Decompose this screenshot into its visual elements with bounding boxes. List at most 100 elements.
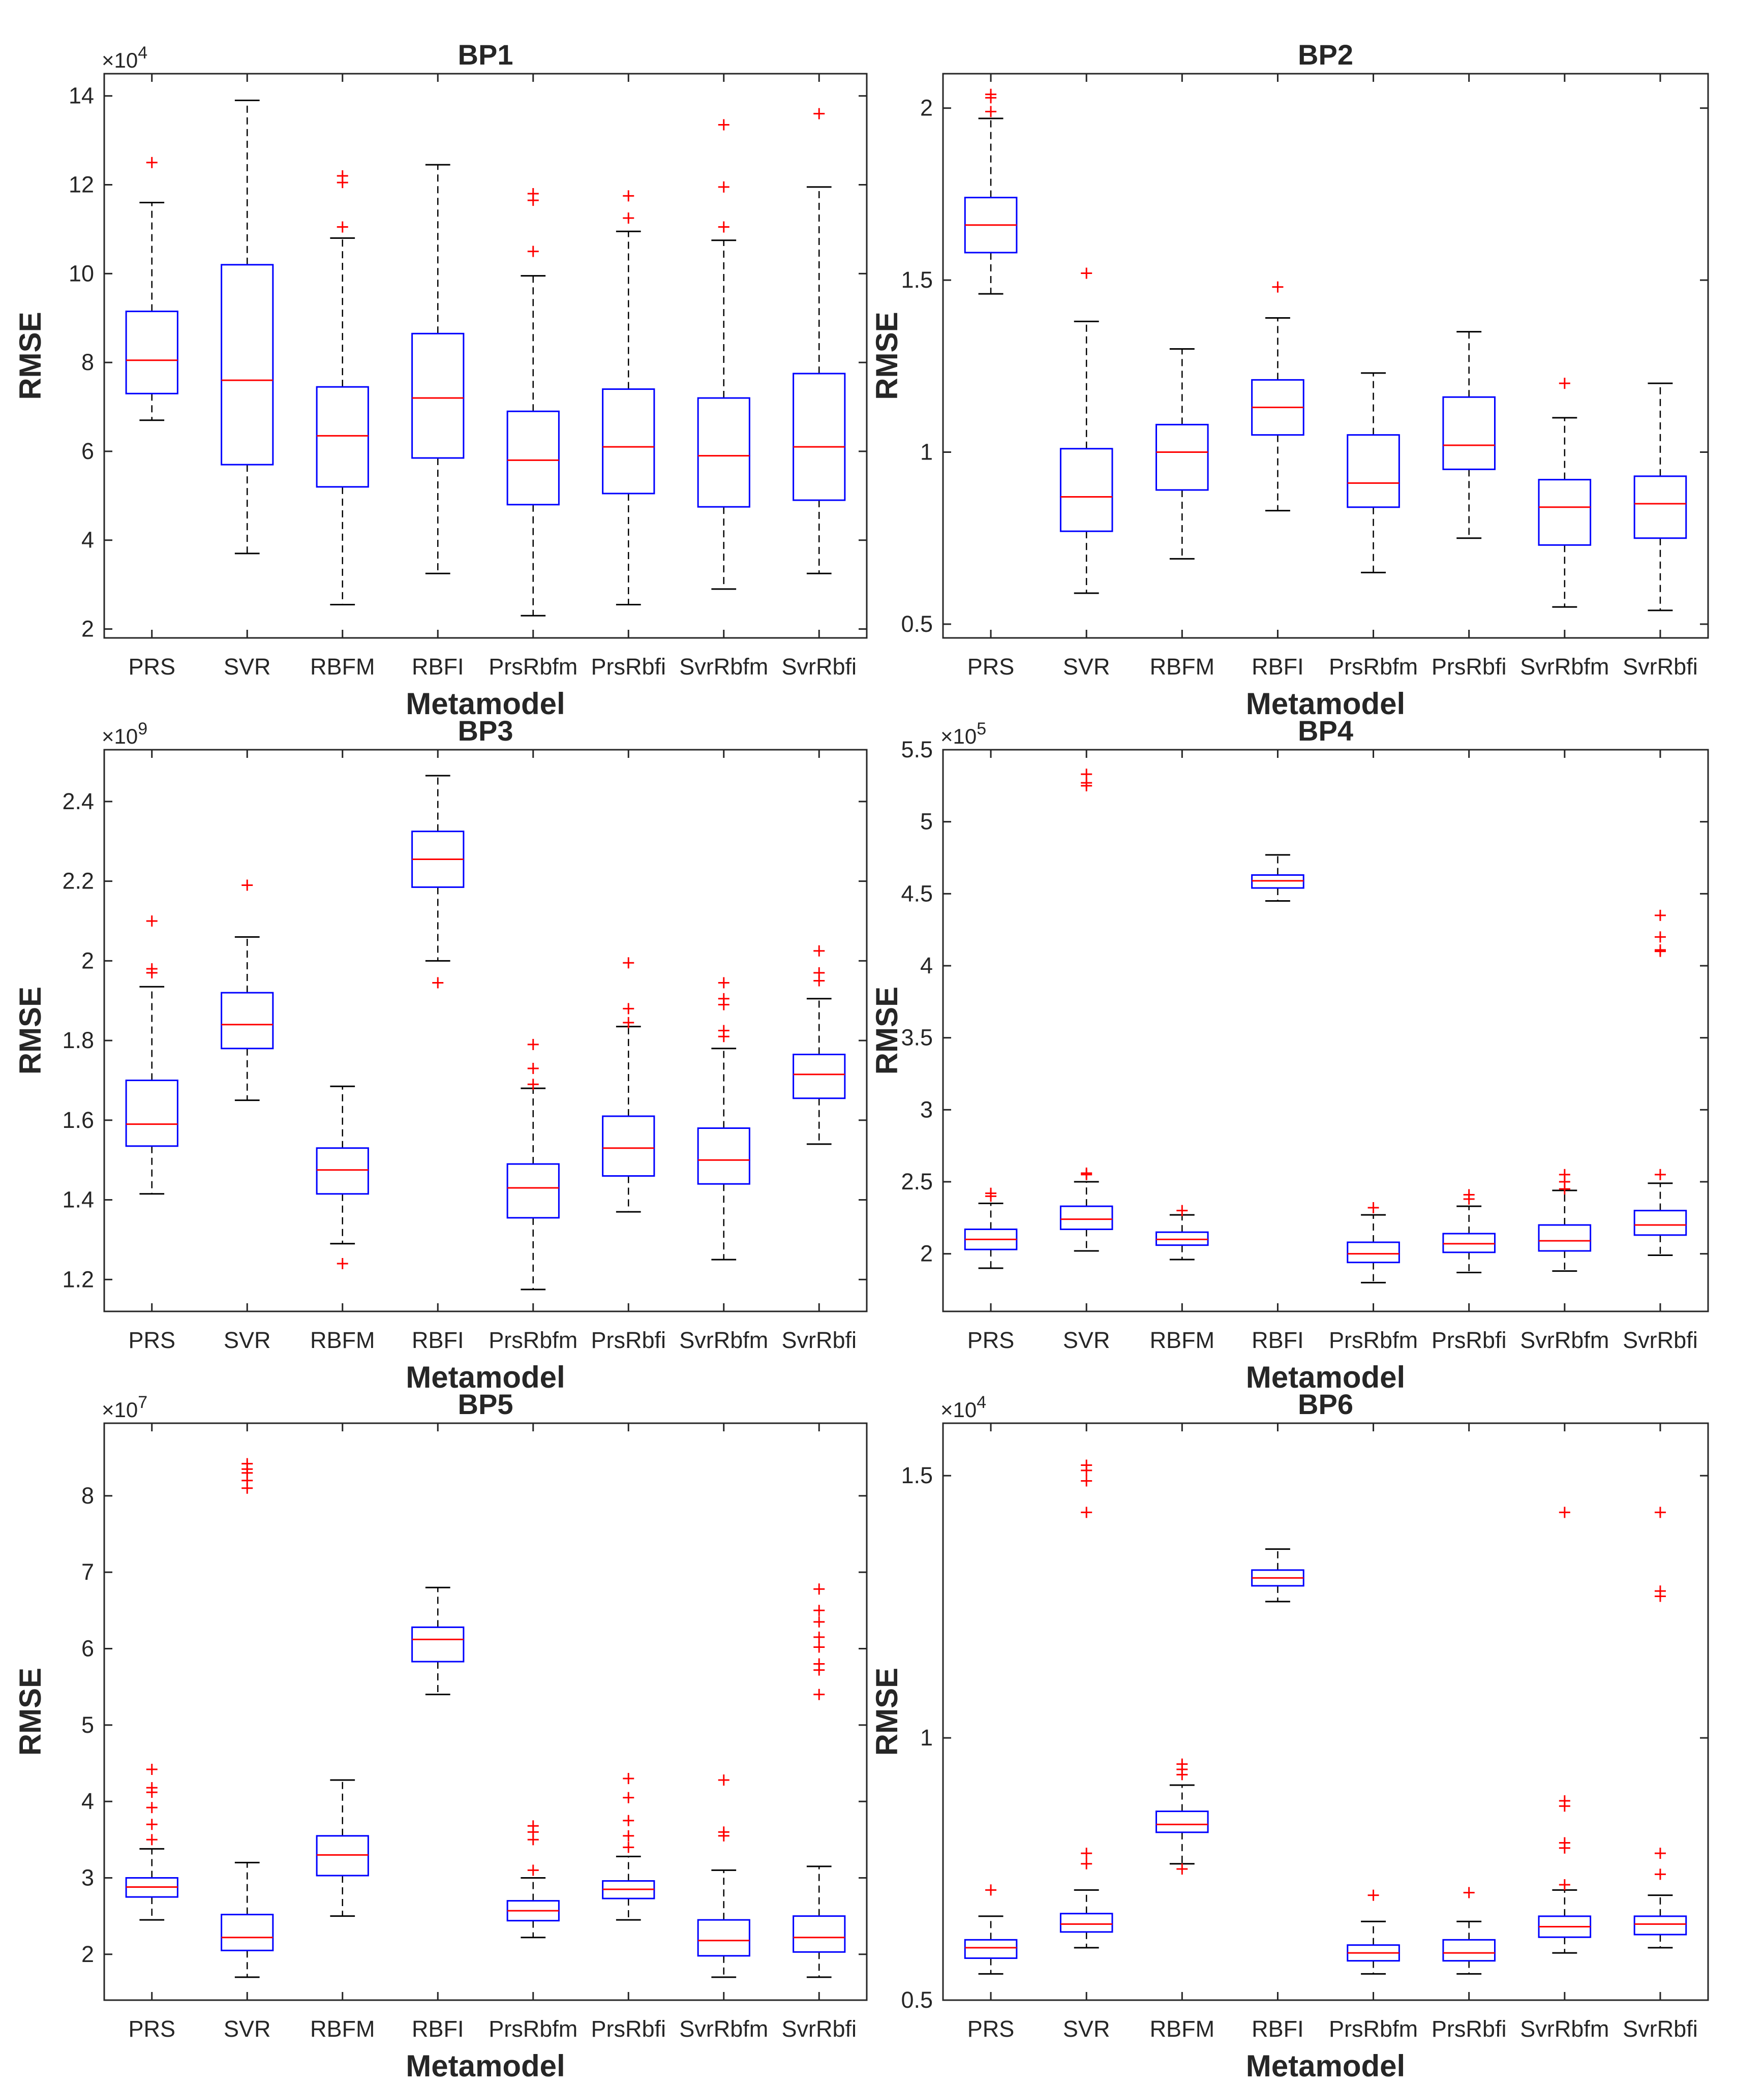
chart-title: BP1 bbox=[458, 39, 513, 71]
iqr-box bbox=[1633, 1210, 1687, 1236]
outlier-marker bbox=[1463, 1887, 1475, 1898]
box-svrrbfi bbox=[1633, 382, 1687, 611]
iqr-box bbox=[221, 992, 274, 1050]
iqr-box bbox=[1155, 423, 1209, 491]
chart-title: BP2 bbox=[1298, 39, 1353, 71]
outlier-marker bbox=[985, 106, 997, 117]
x-tick-label: PRS bbox=[128, 2016, 175, 2042]
outlier-marker bbox=[813, 1641, 825, 1653]
x-tick-label: RBFM bbox=[310, 2016, 375, 2042]
x-tick-label: PrsRbfm bbox=[489, 2016, 577, 2042]
y-tick-label: 4 bbox=[81, 1788, 94, 1814]
x-tick-label: RBFM bbox=[1150, 654, 1215, 680]
x-tick-label: SVR bbox=[224, 2016, 271, 2042]
y-tick-label: 7 bbox=[81, 1559, 94, 1585]
outlier-marker bbox=[813, 1616, 825, 1628]
chart-panel-bp2: BP2 0.5 1 1.5 2 Metamodel RMSE PRS SVR RBFM RBFI Pr… bbox=[870, 39, 1709, 721]
y-tick-label: 1.6 bbox=[62, 1107, 94, 1133]
iqr-box bbox=[697, 397, 750, 508]
outlier-marker bbox=[718, 221, 729, 233]
outlier-marker bbox=[1559, 1795, 1570, 1806]
axes-frame bbox=[942, 1422, 1709, 2001]
y-tick-label: 1.8 bbox=[62, 1027, 94, 1053]
x-tick-label: PRS bbox=[128, 654, 175, 680]
x-axis-label: Metamodel bbox=[406, 2049, 565, 2083]
x-tick-label: RBFM bbox=[310, 654, 375, 680]
box-prs bbox=[125, 157, 178, 421]
x-tick-label: PrsRbfm bbox=[1329, 2016, 1418, 2042]
outlier-marker bbox=[1559, 1507, 1570, 1518]
outlier-marker bbox=[623, 212, 634, 224]
x-axis-label: Metamodel bbox=[406, 1360, 565, 1394]
y-tick-label: 3 bbox=[81, 1864, 94, 1890]
x-tick-label: SvrRbfm bbox=[679, 1327, 768, 1353]
outlier-marker bbox=[1654, 944, 1666, 956]
axes-frame bbox=[103, 1422, 868, 2001]
outlier-marker bbox=[1081, 267, 1092, 279]
x-tick-label: SvrRbfm bbox=[679, 2016, 768, 2042]
outlier-marker bbox=[623, 1003, 634, 1015]
box-rbfi bbox=[1251, 281, 1304, 512]
chart-title: BP6 bbox=[1298, 1388, 1353, 1420]
x-tick-label: SVR bbox=[224, 654, 271, 680]
outlier-marker bbox=[813, 945, 825, 957]
y-tick-label: 0.5 bbox=[901, 1987, 933, 2013]
iqr-box bbox=[602, 1115, 655, 1177]
y-exponent-power: 4 bbox=[138, 43, 147, 63]
outlier-marker bbox=[241, 1458, 253, 1469]
x-tick-label: PrsRbfi bbox=[1432, 1327, 1507, 1353]
outlier-marker bbox=[1367, 1202, 1379, 1213]
outlier-marker bbox=[623, 1815, 634, 1826]
iqr-box bbox=[221, 1914, 274, 1951]
y-exponent-label: ×105 bbox=[940, 719, 986, 748]
box-svrrbfm bbox=[697, 977, 750, 1261]
box-prs bbox=[125, 1764, 178, 1921]
outlier-marker bbox=[337, 221, 348, 233]
iqr-box bbox=[125, 1079, 178, 1147]
chart-title: BP5 bbox=[458, 1388, 513, 1420]
outlier-marker bbox=[527, 246, 539, 257]
y-tick-label: 2 bbox=[920, 95, 933, 121]
chart-title: BP3 bbox=[458, 715, 513, 747]
outlier-marker bbox=[1081, 1848, 1092, 1859]
x-tick-label: PrsRbfi bbox=[591, 1327, 666, 1353]
iqr-box bbox=[316, 1147, 369, 1195]
iqr-box bbox=[316, 386, 369, 488]
iqr-box bbox=[793, 1054, 846, 1099]
y-tick-label: 1.4 bbox=[62, 1187, 94, 1213]
iqr-box bbox=[1442, 1939, 1496, 1962]
y-tick-label: 3 bbox=[920, 1096, 933, 1122]
y-tick-label: 6 bbox=[81, 438, 94, 464]
outlier-marker bbox=[985, 1884, 997, 1896]
y-exponent-power: 5 bbox=[977, 719, 986, 739]
y-tick-label: 2 bbox=[920, 1241, 933, 1267]
y-exponent-label: ×104 bbox=[940, 1393, 986, 1422]
x-tick-label: RBFM bbox=[1150, 2016, 1215, 2042]
iqr-box bbox=[316, 1835, 369, 1877]
box-prsrbfm bbox=[506, 1820, 560, 1939]
box-rbfm bbox=[1155, 1758, 1209, 1875]
box-rbfi bbox=[411, 775, 465, 989]
outlier-marker bbox=[1081, 769, 1092, 780]
iqr-box bbox=[964, 1939, 1018, 1959]
y-axis-label: RMSE bbox=[870, 312, 904, 400]
x-tick-label: PrsRbfm bbox=[1329, 1327, 1418, 1353]
box-prsrbfm bbox=[1347, 372, 1400, 573]
box-prs bbox=[964, 1187, 1018, 1269]
x-tick-label: RBFM bbox=[1150, 1327, 1215, 1353]
outlier-marker bbox=[623, 1830, 634, 1842]
iqr-box bbox=[506, 410, 560, 506]
outlier-marker bbox=[813, 108, 825, 119]
iqr-box bbox=[1538, 1224, 1592, 1252]
box-svr bbox=[221, 99, 274, 555]
outlier-marker bbox=[718, 181, 729, 193]
outlier-marker bbox=[1081, 1858, 1092, 1870]
outlier-marker bbox=[1654, 909, 1666, 921]
box-svrrbfi bbox=[1633, 1507, 1687, 1949]
y-tick-label: 1 bbox=[920, 1725, 933, 1751]
x-tick-label: SVR bbox=[224, 1327, 271, 1353]
x-tick-label: PrsRbfi bbox=[591, 654, 666, 680]
box-prsrbfi bbox=[1442, 331, 1496, 539]
box-svrrbfm bbox=[1538, 378, 1592, 608]
outlier-marker bbox=[623, 1792, 634, 1803]
